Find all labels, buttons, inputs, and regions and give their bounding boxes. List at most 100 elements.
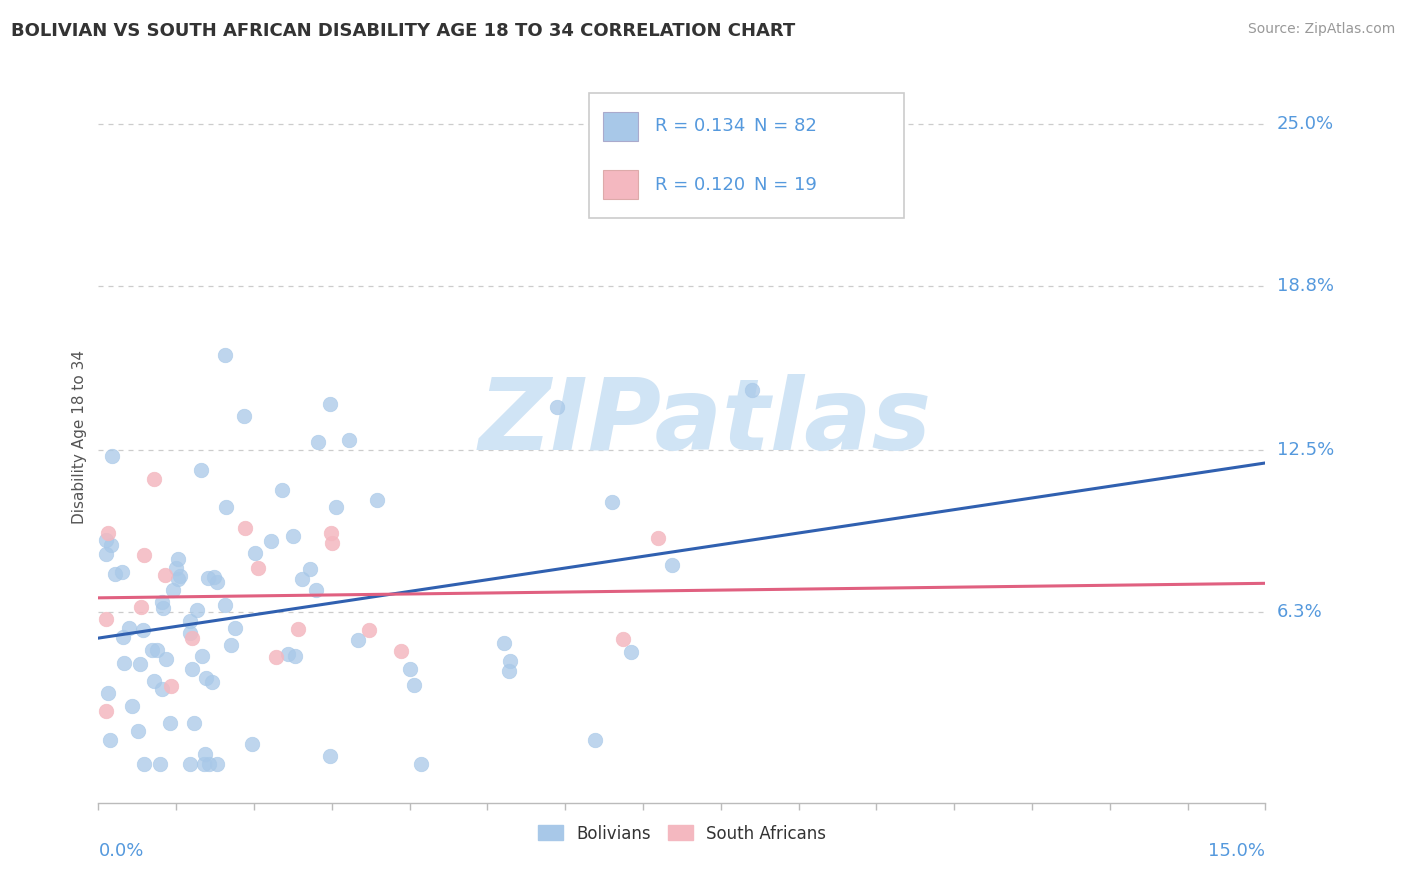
Point: [186, 603, 208, 617]
Point: [198, 756, 221, 771]
Point: [245, 546, 267, 560]
Point: [167, 572, 190, 586]
Point: [224, 621, 246, 635]
Point: [647, 531, 669, 545]
Point: [166, 551, 188, 566]
Point: [134, 548, 156, 562]
Y-axis label: Disability Age 18 to 34: Disability Age 18 to 34: [72, 350, 87, 524]
Point: [319, 397, 342, 411]
Text: R = 0.120: R = 0.120: [655, 176, 745, 194]
Point: [153, 567, 176, 582]
Point: [179, 756, 201, 771]
Text: 6.3%: 6.3%: [1277, 603, 1322, 621]
Point: [197, 571, 219, 585]
Point: [232, 409, 254, 424]
Point: [112, 656, 135, 670]
Text: R = 0.134: R = 0.134: [655, 117, 745, 136]
Text: N = 82: N = 82: [754, 117, 817, 136]
Point: [118, 621, 141, 635]
Point: [305, 582, 328, 597]
Point: [150, 595, 173, 609]
Point: [492, 635, 515, 649]
Point: [307, 434, 329, 449]
Point: [233, 521, 256, 535]
Point: [498, 664, 520, 678]
Point: [247, 561, 270, 575]
Point: [402, 678, 425, 692]
Point: [207, 574, 229, 589]
Point: [319, 526, 342, 541]
Point: [194, 747, 217, 761]
Point: [366, 492, 388, 507]
Point: [219, 638, 242, 652]
Point: [321, 536, 343, 550]
Point: [661, 558, 683, 572]
Text: 18.8%: 18.8%: [1277, 277, 1333, 294]
Point: [155, 652, 177, 666]
Text: 0.0%: 0.0%: [98, 842, 143, 860]
Point: [411, 756, 433, 771]
Point: [337, 433, 360, 447]
Point: [111, 566, 134, 580]
Point: [201, 675, 224, 690]
Point: [214, 500, 236, 514]
Point: [96, 547, 118, 561]
Text: Source: ZipAtlas.com: Source: ZipAtlas.com: [1247, 22, 1395, 37]
Point: [162, 583, 184, 598]
Point: [160, 679, 183, 693]
Point: [399, 662, 422, 676]
Point: [214, 347, 236, 361]
Point: [193, 756, 215, 771]
Point: [202, 570, 225, 584]
Point: [97, 686, 120, 700]
Point: [159, 715, 181, 730]
Point: [181, 631, 204, 645]
Point: [183, 715, 205, 730]
FancyBboxPatch shape: [589, 94, 904, 218]
Point: [214, 598, 236, 612]
Point: [134, 756, 156, 771]
Point: [319, 748, 342, 763]
Point: [98, 733, 121, 747]
Point: [128, 657, 150, 672]
Point: [150, 681, 173, 696]
Point: [499, 654, 522, 668]
Text: ZIPatlas: ZIPatlas: [478, 374, 932, 471]
Point: [97, 526, 120, 541]
Point: [145, 643, 167, 657]
Point: [205, 756, 228, 771]
Point: [111, 630, 134, 644]
Point: [96, 533, 118, 548]
Text: 25.0%: 25.0%: [1277, 114, 1334, 133]
Point: [148, 756, 170, 771]
Point: [190, 463, 212, 477]
Point: [741, 384, 763, 398]
Point: [583, 733, 606, 747]
Point: [142, 472, 165, 486]
Point: [169, 569, 191, 583]
Point: [240, 737, 263, 751]
Point: [101, 449, 124, 463]
Point: [142, 674, 165, 689]
Bar: [603, 170, 637, 199]
Point: [298, 562, 321, 576]
Point: [104, 566, 127, 581]
Text: N = 19: N = 19: [754, 176, 817, 194]
Point: [270, 483, 292, 498]
Point: [190, 649, 212, 664]
Point: [284, 648, 307, 663]
Point: [181, 662, 204, 676]
Point: [165, 561, 187, 575]
Point: [100, 538, 122, 552]
Point: [612, 632, 634, 646]
Point: [346, 633, 368, 648]
Point: [121, 698, 143, 713]
Point: [129, 600, 152, 615]
Point: [325, 500, 347, 514]
Point: [152, 601, 174, 615]
Point: [291, 572, 314, 586]
Point: [600, 495, 623, 509]
Text: 12.5%: 12.5%: [1277, 442, 1334, 459]
Point: [281, 529, 304, 543]
Point: [259, 533, 281, 548]
